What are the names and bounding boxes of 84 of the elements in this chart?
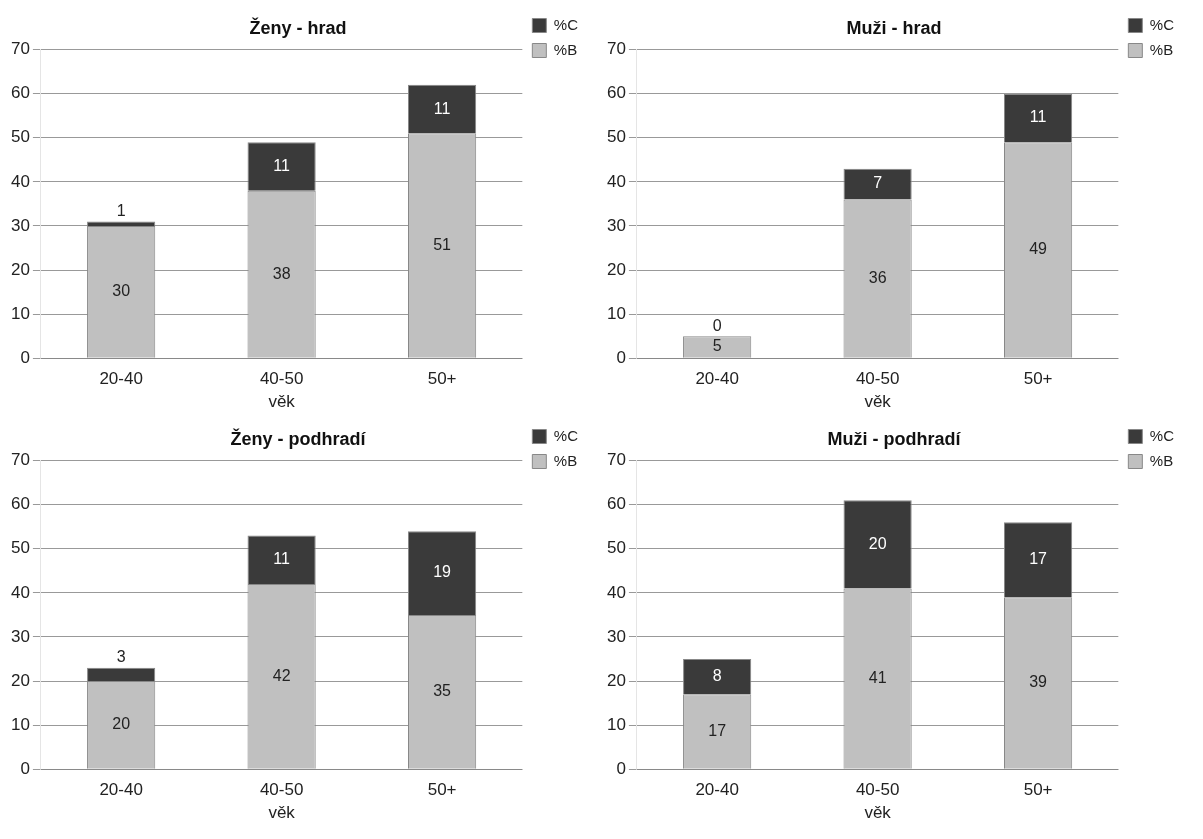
- y-tick-label: 0: [20, 347, 30, 367]
- x-tick-label: 50+: [427, 369, 457, 389]
- data-label: 30: [112, 282, 131, 300]
- data-label: 38: [272, 264, 291, 282]
- chart-title: Muži - podhradí: [827, 428, 962, 449]
- x-axis-title: věk: [864, 392, 892, 412]
- data-label: 11: [1029, 108, 1047, 126]
- data-label: 20: [868, 534, 887, 552]
- y-tick-label: 0: [20, 758, 30, 778]
- data-label: 35: [433, 682, 452, 700]
- x-tick-label: 40-50: [855, 369, 900, 389]
- legend-label: %C: [553, 426, 579, 444]
- y-tick-label: 50: [606, 127, 626, 147]
- legend-label: %C: [553, 15, 579, 33]
- y-tick-label: 60: [606, 494, 626, 514]
- y-tick-label: 30: [606, 215, 626, 235]
- y-tick-label: 40: [10, 582, 30, 602]
- data-label: 11: [273, 550, 291, 568]
- legend-label: %B: [1149, 40, 1174, 58]
- legend-label: %C: [1149, 15, 1175, 33]
- y-tick-label: 0: [616, 758, 626, 778]
- legend-label: %C: [1149, 426, 1175, 444]
- data-label: 39: [1029, 673, 1048, 691]
- y-tick-label: 40: [606, 171, 626, 191]
- y-tick-label: 10: [10, 714, 30, 734]
- y-tick-label: 20: [606, 670, 626, 690]
- data-label: 19: [433, 563, 452, 581]
- x-axis-title: věk: [268, 803, 296, 823]
- chart-title: Ženy - podhradí: [230, 427, 367, 449]
- x-tick-label: 20-40: [99, 369, 143, 389]
- x-tick-label: 20-40: [99, 780, 143, 800]
- x-axis-title: věk: [864, 803, 892, 823]
- data-label: 8: [712, 667, 722, 685]
- y-tick-label: 70: [606, 39, 626, 59]
- y-tick-label: 10: [606, 714, 626, 734]
- data-label: 20: [112, 715, 131, 733]
- x-tick-label: 40-50: [259, 780, 304, 800]
- data-label: 36: [868, 269, 887, 286]
- data-label: 17: [708, 721, 727, 739]
- y-tick-label: 70: [606, 450, 626, 470]
- y-tick-label: 30: [606, 626, 626, 646]
- y-tick-label: 60: [10, 83, 30, 103]
- data-label: 51: [433, 235, 452, 253]
- y-tick-label: 30: [10, 215, 30, 235]
- data-label: 42: [272, 666, 291, 684]
- y-tick-label: 30: [10, 626, 30, 646]
- x-tick-label: 50+: [1023, 780, 1053, 800]
- y-tick-label: 70: [10, 450, 30, 470]
- x-tick-label: 20-40: [695, 369, 739, 389]
- data-label: 0: [712, 316, 722, 334]
- x-axis-title: věk: [268, 392, 296, 412]
- x-tick-label: 50+: [1023, 369, 1053, 389]
- y-tick-label: 40: [10, 171, 30, 191]
- y-tick-label: 60: [606, 83, 626, 103]
- data-label: 7: [873, 174, 883, 192]
- y-tick-label: 10: [606, 303, 626, 323]
- x-tick-label: 50+: [427, 780, 457, 800]
- y-tick-label: 20: [606, 259, 626, 279]
- y-tick-label: 50: [10, 127, 30, 147]
- x-tick-label: 40-50: [855, 780, 900, 800]
- y-tick-label: 50: [606, 538, 626, 558]
- chart-title: Ženy - hrad: [249, 16, 347, 38]
- y-tick-label: 60: [10, 494, 30, 514]
- data-label: 5: [712, 337, 722, 355]
- y-tick-label: 20: [10, 670, 30, 690]
- x-tick-label: 40-50: [259, 369, 304, 389]
- data-label: 11: [273, 156, 291, 174]
- legend-label: %B: [1149, 451, 1174, 469]
- y-tick-label: 0: [616, 347, 626, 367]
- legend-label: %B: [553, 40, 578, 58]
- y-tick-label: 70: [10, 39, 30, 59]
- data-label: 1: [116, 201, 126, 219]
- y-tick-label: 20: [10, 259, 30, 279]
- data-label: 11: [433, 99, 451, 117]
- y-tick-label: 10: [10, 303, 30, 323]
- data-label: 3: [116, 648, 126, 666]
- legend-label: %B: [553, 451, 578, 469]
- y-tick-label: 40: [606, 582, 626, 602]
- x-tick-label: 20-40: [695, 780, 739, 800]
- data-label: 49: [1029, 240, 1048, 258]
- data-label: 41: [868, 668, 887, 686]
- chart-title: Muži - hrad: [846, 17, 942, 38]
- data-label: 17: [1029, 550, 1048, 568]
- y-tick-label: 50: [10, 538, 30, 558]
